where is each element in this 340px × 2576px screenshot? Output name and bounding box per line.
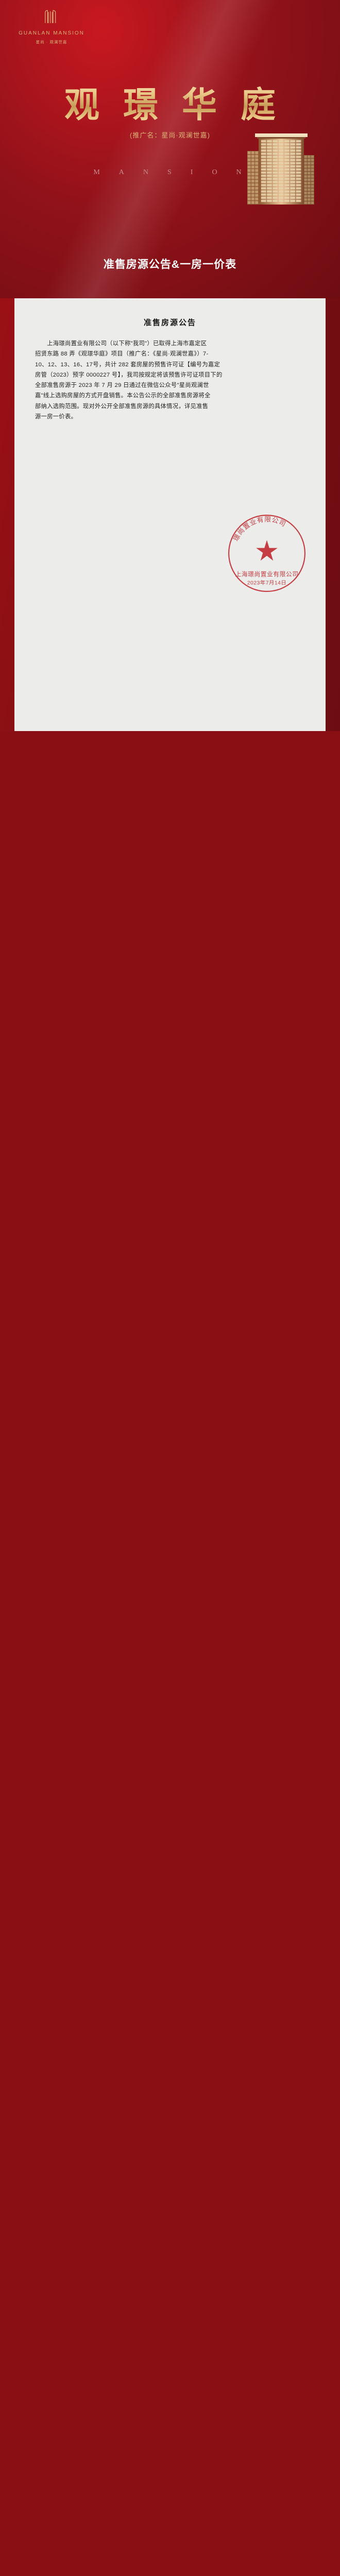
- svg-text:璟尚置业有限公司: 璟尚置业有限公司: [232, 515, 287, 542]
- svg-text:上海璟尚置业有限公司: 上海璟尚置业有限公司: [235, 571, 298, 578]
- svg-text:2023年7月14日: 2023年7月14日: [247, 580, 286, 586]
